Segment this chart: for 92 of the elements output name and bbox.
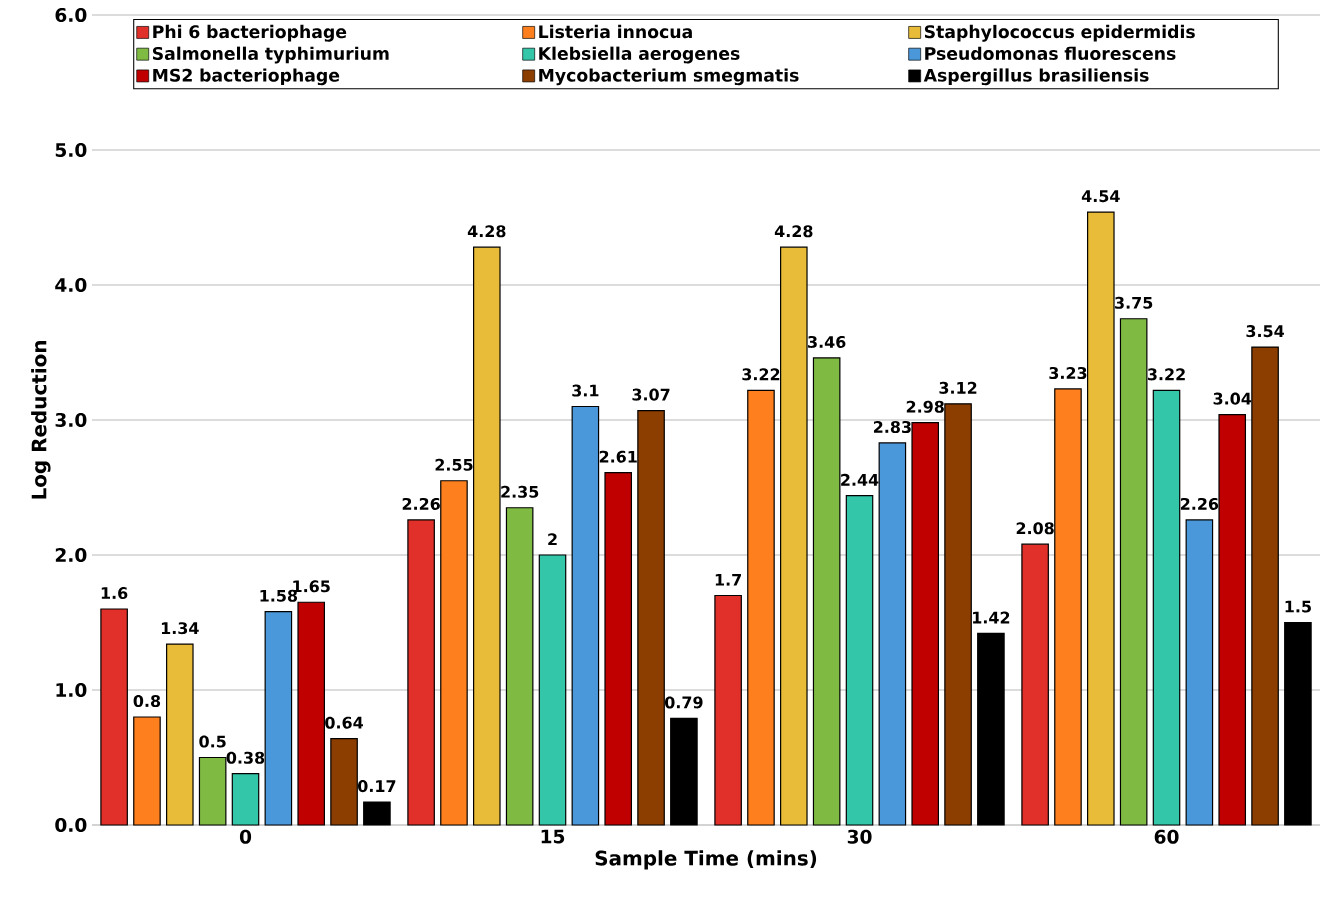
data-label: 1.7 xyxy=(715,573,741,586)
bar xyxy=(407,519,435,826)
data-label: 2.83 xyxy=(873,420,911,434)
x-tick-label: 60 xyxy=(1154,829,1179,844)
bar xyxy=(363,801,391,826)
bar xyxy=(911,422,940,826)
data-label: 3.23 xyxy=(1049,366,1087,380)
bar xyxy=(1218,413,1247,826)
bar xyxy=(1185,519,1214,826)
data-label: 3.1 xyxy=(572,384,599,397)
bar xyxy=(878,442,907,826)
bar xyxy=(637,409,665,826)
data-label: 2.44 xyxy=(841,473,879,486)
bar xyxy=(670,717,698,826)
legend-label: Phi 6 bacteriophage xyxy=(153,24,347,42)
data-label: 3.46 xyxy=(808,335,846,348)
bar xyxy=(1251,346,1279,826)
bar xyxy=(1087,211,1115,826)
y-tick-label: 5.0 xyxy=(55,142,87,158)
x-tick-label: 0 xyxy=(239,829,252,844)
bar xyxy=(977,632,1005,826)
legend-label: MS2 bacteriophage xyxy=(153,68,340,86)
x-axis-title: Sample Time (mins) xyxy=(595,850,817,870)
data-label: 2 xyxy=(548,533,557,546)
data-label: 3.12 xyxy=(939,381,977,394)
data-label: 2.26 xyxy=(1180,497,1219,510)
x-tick-label: 15 xyxy=(541,829,565,844)
data-label: 0.79 xyxy=(665,696,703,709)
data-label: 1.34 xyxy=(161,622,199,635)
bar xyxy=(100,608,128,826)
data-label: 2.26 xyxy=(402,497,440,510)
bar xyxy=(297,601,326,826)
bar xyxy=(780,246,808,826)
legend-label: Staphylococcus epidermidis xyxy=(924,24,1195,42)
legend-label: Aspergillus brasiliensis xyxy=(923,68,1149,86)
legend-label: Listeria innocua xyxy=(539,24,692,39)
bar xyxy=(440,480,468,826)
bar xyxy=(505,507,534,826)
legend-label: Klebsiella aerogenes xyxy=(539,46,740,64)
legend-label: Salmonella typhimurium xyxy=(152,46,389,64)
data-label: 2.35 xyxy=(501,485,539,498)
data-label: 3.75 xyxy=(1115,296,1153,309)
bar xyxy=(166,643,194,826)
data-label: 1.42 xyxy=(973,611,1010,624)
bar xyxy=(1119,318,1148,826)
data-label: 4.28 xyxy=(467,225,506,238)
bar xyxy=(198,756,227,826)
y-tick-label: 4.0 xyxy=(55,277,87,293)
bar xyxy=(747,389,775,826)
legend-label: Pseudomonas fluorescens xyxy=(925,46,1176,60)
data-label: 2.08 xyxy=(1016,522,1054,535)
y-tick-label: 1.0 xyxy=(56,682,87,698)
bar xyxy=(944,403,972,826)
data-label: 0.17 xyxy=(358,780,396,793)
bar xyxy=(231,773,260,826)
bar xyxy=(264,611,293,826)
data-label: 3.22 xyxy=(742,368,780,381)
y-tick-label: 2.0 xyxy=(55,547,87,563)
data-label: 0.5 xyxy=(199,735,226,748)
data-label: 4.28 xyxy=(774,225,813,238)
data-label: 3.54 xyxy=(1246,325,1284,338)
data-label: 3.07 xyxy=(632,388,670,401)
data-label: 1.6 xyxy=(101,587,128,600)
data-label: 0.8 xyxy=(133,695,161,708)
data-label: 0.64 xyxy=(325,716,363,729)
data-label: 2.61 xyxy=(599,450,637,463)
data-label: 3.22 xyxy=(1147,368,1185,381)
bar xyxy=(330,737,358,826)
data-label: 1.5 xyxy=(1285,600,1311,613)
bar xyxy=(571,405,600,826)
y-axis-title: Log Reduction xyxy=(31,341,51,499)
y-tick-label: 6.0 xyxy=(55,7,87,23)
bar xyxy=(1152,389,1181,826)
data-label: 2.55 xyxy=(435,458,473,471)
bar xyxy=(1021,543,1049,826)
bar xyxy=(538,554,567,826)
bar xyxy=(604,472,633,826)
data-label: 4.54 xyxy=(1081,190,1120,203)
bar xyxy=(845,494,874,826)
bar xyxy=(1284,621,1312,826)
bar xyxy=(1054,388,1082,826)
y-tick-label: 3.0 xyxy=(55,412,87,428)
data-label: 3.04 xyxy=(1213,392,1252,405)
bar xyxy=(133,716,161,826)
data-label: 0.38 xyxy=(226,751,265,764)
bar xyxy=(473,246,501,826)
bar xyxy=(714,594,742,826)
y-tick-label: 0.0 xyxy=(55,817,87,833)
bar xyxy=(812,357,841,826)
x-tick-label: 30 xyxy=(847,829,872,844)
legend-label: Mycobacterium smegmatis xyxy=(539,68,799,86)
data-label: 2.98 xyxy=(906,400,944,413)
